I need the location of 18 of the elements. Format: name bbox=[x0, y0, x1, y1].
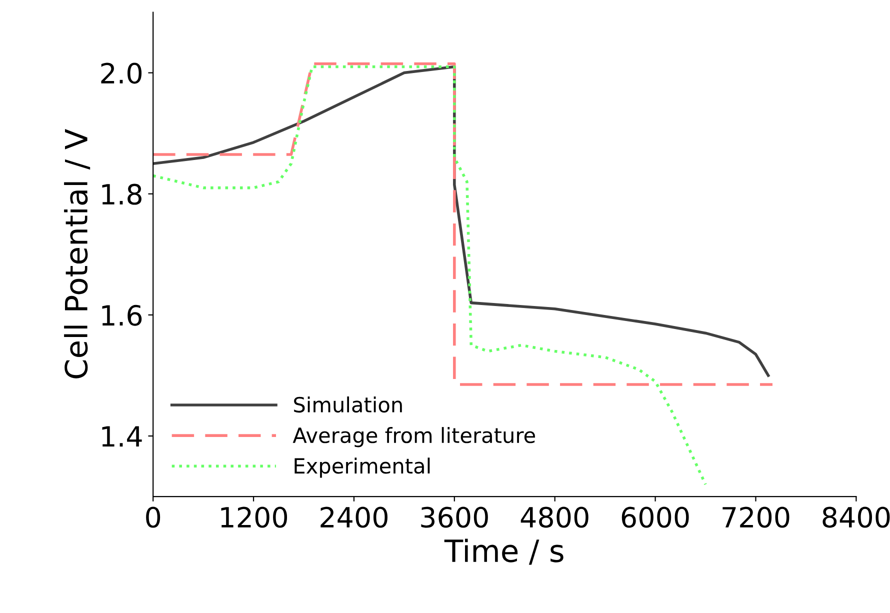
line-series bbox=[153, 65, 707, 486]
y-tick-label: 1.6 bbox=[102, 304, 142, 326]
x-tick-label: 1200 bbox=[221, 506, 288, 528]
x-axis-title: Time / s bbox=[444, 538, 564, 565]
legend-label: Average from literature bbox=[292, 427, 535, 448]
x-tick-label: 0 bbox=[146, 506, 160, 528]
x-tick-label: 6000 bbox=[622, 506, 689, 528]
x-tick-label: 4800 bbox=[520, 506, 588, 528]
x-tick-label: 7200 bbox=[722, 506, 790, 528]
legend-label: Experimental bbox=[294, 458, 430, 478]
x-tick-label: 2400 bbox=[320, 506, 388, 528]
x-tick-label: 3600 bbox=[421, 506, 488, 528]
x-tick-label: 8400 bbox=[822, 506, 890, 528]
y-tick-label: 1.4 bbox=[102, 426, 142, 447]
y-tick-label: 2.0 bbox=[101, 62, 142, 84]
y-axis-title: Cell Potential / V bbox=[64, 129, 90, 378]
y-tick-label: 1.8 bbox=[102, 184, 142, 205]
legend-label: Simulation bbox=[294, 396, 402, 413]
